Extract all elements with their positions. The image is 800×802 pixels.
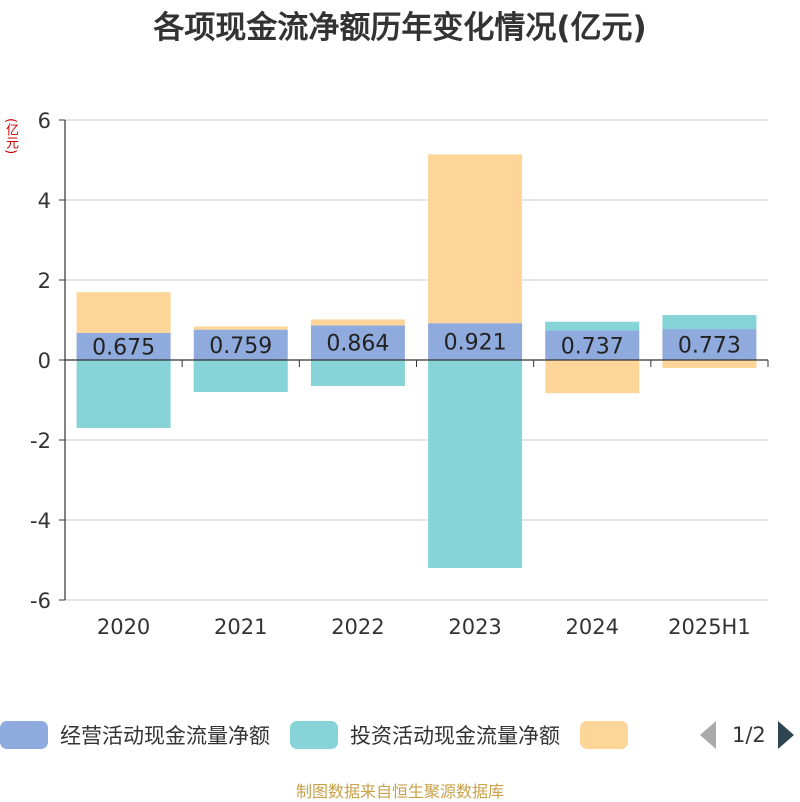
- legend-swatch: [580, 721, 628, 749]
- x-tick-label: 2022: [331, 615, 384, 639]
- y-tick-label: -6: [30, 589, 51, 613]
- legend-item[interactable]: 经营活动现金流量净额: [0, 720, 270, 750]
- x-tick-label: 2021: [214, 615, 267, 639]
- bar-2021-series-1: [193, 360, 288, 392]
- y-tick-label: 4: [38, 189, 51, 213]
- y-tick-label: -2: [30, 429, 51, 453]
- bar-2020-series-1: [76, 360, 171, 428]
- legend-label: 投资活动现金流量净额: [350, 724, 560, 748]
- bar-2024-series-1: [545, 321, 640, 331]
- bar-2021-series-0: [193, 329, 288, 360]
- bar-2020-series-2: [76, 292, 171, 333]
- bar-2024-series-2: [545, 360, 640, 394]
- bar-2022-series-0: [310, 325, 405, 360]
- bar-2025H1-series-0: [662, 329, 757, 360]
- data-label: 0.921: [444, 331, 507, 356]
- bar-2023-series-0: [428, 323, 523, 360]
- legend: 经营活动现金流量净额 投资活动现金流量净额: [0, 712, 800, 758]
- legend-page-indicator: 1/2: [732, 723, 766, 747]
- legend-prev-icon[interactable]: [700, 721, 716, 749]
- bar-2025H1-series-2: [662, 360, 757, 368]
- x-tick-label: 2020: [97, 615, 150, 639]
- y-tick-label: 6: [38, 109, 51, 133]
- x-tick-label: 2025H1: [668, 615, 751, 639]
- y-axis-unit: (亿元): [3, 118, 18, 155]
- chart-title: 各项现金流净额历年变化情况(亿元): [153, 10, 647, 46]
- legend-swatch: [290, 721, 338, 749]
- bar-2021-series-2: [193, 326, 288, 330]
- legend-swatch: [0, 721, 48, 749]
- bar-2023-series-1: [428, 360, 523, 568]
- data-label: 0.773: [678, 334, 741, 359]
- bar-2022-series-2: [310, 319, 405, 326]
- data-source-note: 制图数据来自恒生聚源数据库: [295, 782, 504, 801]
- data-label: 0.675: [92, 336, 155, 361]
- legend-next-icon[interactable]: [777, 721, 794, 749]
- bar-2024-series-0: [545, 330, 640, 360]
- x-tick-label: 2023: [448, 615, 501, 639]
- legend-item[interactable]: 投资活动现金流量净额: [290, 720, 560, 750]
- legend-item[interactable]: [580, 721, 640, 749]
- data-label: 0.759: [209, 334, 272, 359]
- bar-2023-series-2: [428, 154, 523, 324]
- data-label: 0.737: [561, 334, 624, 359]
- legend-label: 经营活动现金流量净额: [60, 724, 270, 748]
- y-tick-label: -4: [30, 509, 51, 533]
- y-tick-label: 2: [38, 269, 51, 293]
- data-label: 0.864: [326, 332, 389, 357]
- bar-2022-series-1: [310, 360, 405, 386]
- x-tick-label: 2024: [566, 615, 619, 639]
- bar-2025H1-series-1: [662, 315, 757, 330]
- legend-pager: 1/2: [700, 717, 794, 753]
- bar-2020-series-0: [76, 333, 171, 360]
- bar-chart: -6 -4 -2 0 2 4 6 0.675 0.759 0.864 0.921 0.737 0.773…: [30, 109, 769, 639]
- y-tick-label: 0: [38, 349, 51, 373]
